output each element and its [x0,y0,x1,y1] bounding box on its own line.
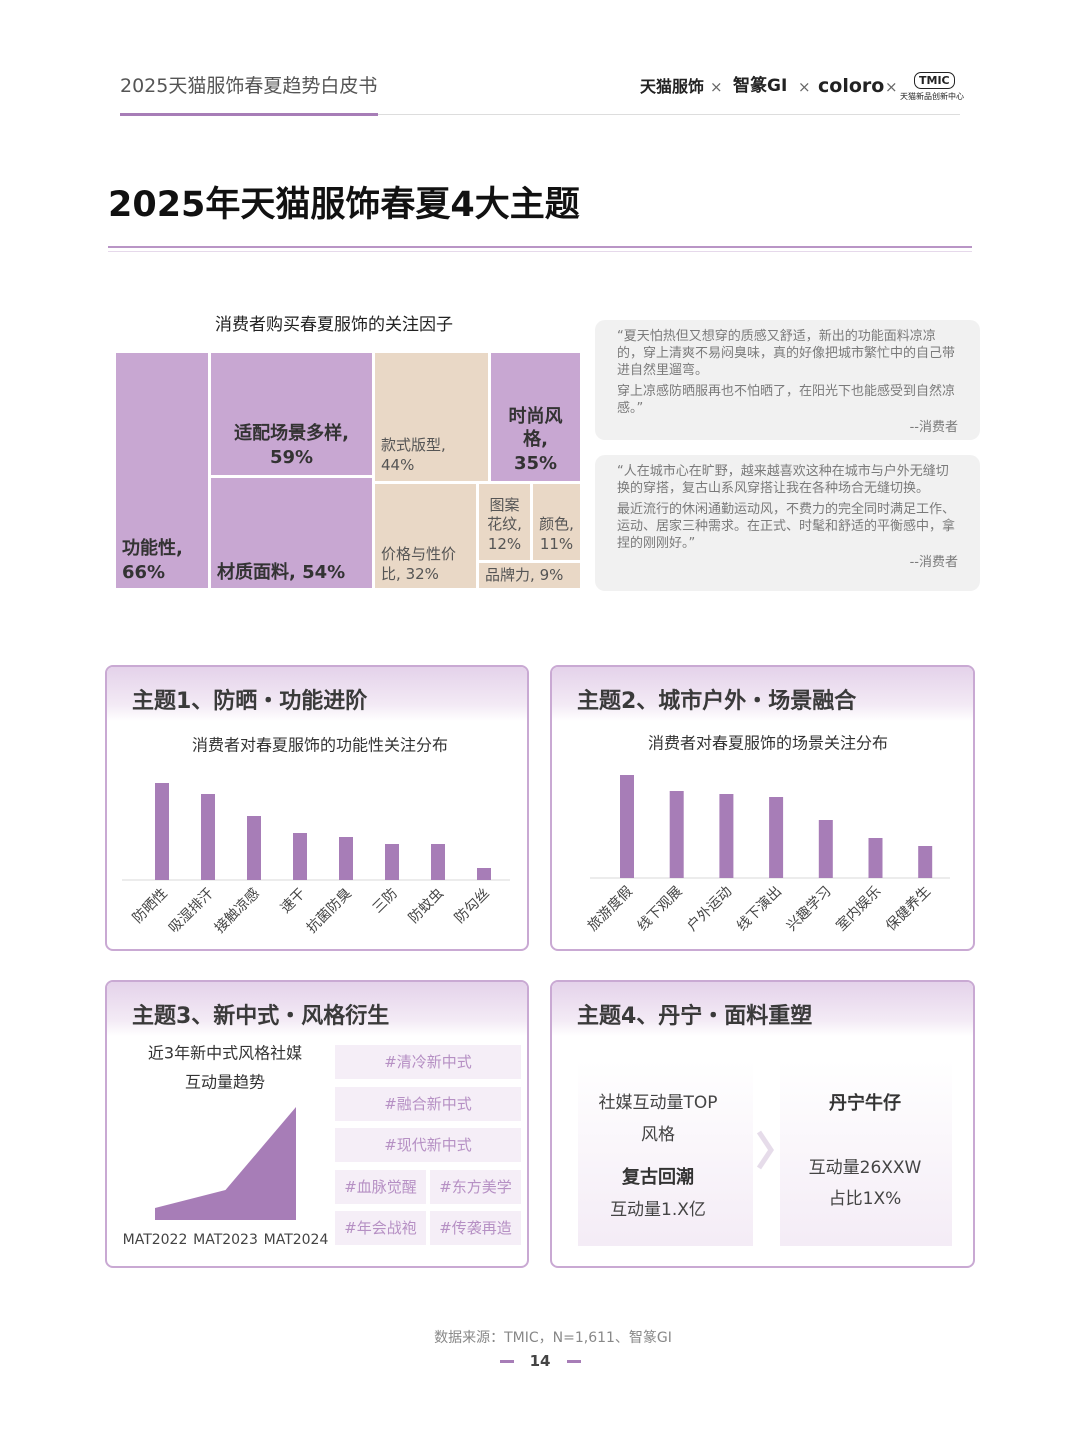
logo-separator: × [885,78,898,96]
tag: #融合新中式 [335,1087,521,1121]
treemap-name: 时尚风格, [508,405,563,451]
stat-text: 风格 [641,1125,675,1145]
logo-subtitle: 天猫新品创新中心 [900,92,964,101]
treemap-value: 54% [302,561,346,583]
quote-text: 穿上凉感防晒服再也不怕晒了，在阳光下也能感受到自然凉感。” [617,384,956,416]
header-accent [120,113,378,116]
stat-text: 占比1X% [828,1189,902,1209]
tag: #东方美学 [430,1170,521,1204]
tag: #年会战袍 [335,1211,426,1245]
treemap-name: 品牌力, [485,565,535,584]
theme-header [552,667,973,721]
treemap-label: 时尚风格, 35% [497,405,574,475]
tag: #现代新中式 [335,1128,521,1162]
stat-panel [578,1060,753,1246]
theme-title: 主题1、防晒・功能进阶 [132,689,368,714]
stat-text: 社媒互动量TOP [598,1093,718,1113]
treemap-name: 颜色, [539,515,574,533]
treemap-cell: 功能性, 66% [116,353,208,588]
page-dash [567,1360,581,1363]
logo: TMIC [914,72,955,89]
treemap-cell: 材质面料, 54% [211,478,372,588]
logo: coloro [818,75,885,97]
theme-card: 主题2、城市户外・场景融合 [550,665,975,951]
theme-card: 主题1、防晒・功能进阶 [105,665,529,951]
treemap-cell: 款式版型, 44% [375,353,488,481]
stat-panel [780,1060,952,1246]
treemap-label: 适配场景多样, 59% [217,422,366,469]
quote-box: “人在城市心在旷野，越来越喜欢这种在城市与户外无缝切换的穿搭，复古山系风穿搭让我… [595,455,980,591]
quote-text: “人在城市心在旷野，越来越喜欢这种在城市与户外无缝切换的穿搭，复古山系风穿搭让我… [617,464,949,496]
treemap-cell: 颜色, 11% [533,484,580,560]
treemap-cell: 图案花纹, 12% [479,484,530,560]
header-rule [378,114,960,115]
theme-header [107,667,527,721]
theme-header [552,982,973,1036]
page-dash [500,1360,514,1363]
treemap-name: 图案花纹, [487,495,522,534]
stat-text: 互动量1.X亿 [610,1200,706,1220]
treemap-name: 款式版型, [381,436,446,454]
treemap-label: 品牌力, 9% [485,566,574,586]
treemap-value: 66% [122,561,166,583]
quote-text: “夏天怕热但又想穿的质感又舒适，新出的功能面料凉凉的，穿上清爽不易闷臭味，真的好… [617,329,956,378]
treemap-value: 35% [513,452,558,474]
treemap-value: 59% [269,446,314,468]
theme-title: 主题4、丹宁・面料重塑 [577,1004,813,1029]
quote-source: --消费者 [909,420,958,435]
theme-title: 主题3、新中式・风格衍生 [132,1004,390,1029]
logo: 智篆GI [733,76,788,96]
treemap-label: 颜色, 11% [539,515,574,554]
tag: #清冷新中式 [335,1045,521,1079]
tag: #血脉觉醒 [335,1170,426,1204]
treemap-label: 图案花纹, 12% [485,496,524,555]
quote-source: --消费者 [909,555,958,570]
treemap-label: 材质面料, 54% [217,561,366,584]
theme-header [107,982,527,1036]
treemap-label: 价格与性价比, 32% [381,545,470,584]
treemap-label: 款式版型, 44% [381,436,482,475]
quote-box: “夏天怕热但又想穿的质感又舒适，新出的功能面料凉凉的，穿上清爽不易闷臭味，真的好… [595,320,980,440]
theme-title: 主题2、城市户外・场景融合 [577,689,857,714]
treemap-value: 32% [405,564,439,583]
treemap-name: 材质面料, [217,561,296,583]
title-rule [108,251,972,252]
logo-separator: × [710,78,723,96]
logo: 天猫服饰 [640,77,705,96]
treemap-title: 消费者购买春夏服饰的关注因子 [215,315,453,335]
treemap-value: 11% [539,534,574,553]
treemap-name: 功能性, [122,538,183,560]
logo-separator: × [798,78,811,96]
page-title: 2025年天猫服饰春夏4大主题 [108,185,580,225]
treemap-cell: 适配场景多样, 59% [211,353,372,475]
stat-highlight: 复古回潮 [622,1167,694,1188]
stat-text: 互动量26XXW [808,1158,922,1178]
page-number: 14 [529,1352,551,1370]
treemap-label: 功能性, 66% [122,537,202,584]
treemap-name: 价格与性价比, [381,545,457,583]
chevron [756,1130,774,1170]
tag: #传袭再造 [430,1211,521,1245]
treemap-value: 44% [381,455,415,474]
footer-source: 数据来源：TMIC，N=1,611、智篆GI [434,1330,672,1346]
header-title: 2025天猫服饰春夏趋势白皮书 [120,75,378,97]
quote-text: 最近流行的休闲通勤运动风，不费力的完全同时满足工作、运动、居家三种需求。在正式、… [617,502,956,551]
treemap-value: 9% [539,565,564,584]
stat-highlight: 丹宁牛仔 [829,1093,901,1114]
treemap-cell: 价格与性价比, 32% [375,484,476,588]
treemap-cell: 时尚风格, 35% [491,353,580,481]
treemap-cell: 品牌力, 9% [479,563,580,588]
treemap-value: 12% [487,534,522,553]
title-rule [108,246,972,248]
treemap-name: 适配场景多样, [234,423,349,445]
